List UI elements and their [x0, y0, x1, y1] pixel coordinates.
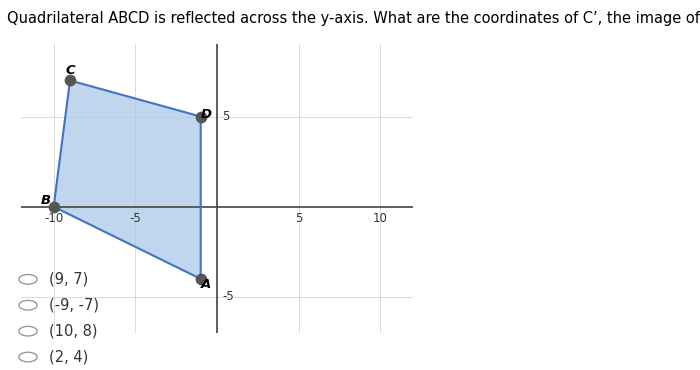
Text: 10: 10 — [373, 212, 388, 225]
Text: D: D — [201, 108, 212, 121]
Text: C: C — [65, 64, 75, 77]
Text: (2, 4): (2, 4) — [49, 350, 88, 364]
Text: A: A — [202, 278, 211, 291]
Text: -5: -5 — [130, 212, 141, 225]
Text: (10, 8): (10, 8) — [49, 324, 97, 339]
Point — [64, 77, 76, 83]
Text: Quadrilateral ABCD is reflected across the y-axis. What are the coordinates of C: Quadrilateral ABCD is reflected across t… — [7, 11, 700, 26]
Text: B: B — [41, 194, 50, 207]
Text: 5: 5 — [222, 110, 230, 123]
Text: 5: 5 — [295, 212, 302, 225]
Polygon shape — [54, 80, 201, 279]
Text: (-9, -7): (-9, -7) — [49, 298, 99, 313]
Point — [195, 276, 206, 282]
Text: -5: -5 — [222, 290, 234, 303]
Text: -10: -10 — [44, 212, 63, 225]
Point — [48, 204, 60, 210]
Text: (9, 7): (9, 7) — [49, 272, 88, 287]
Point — [195, 114, 206, 120]
